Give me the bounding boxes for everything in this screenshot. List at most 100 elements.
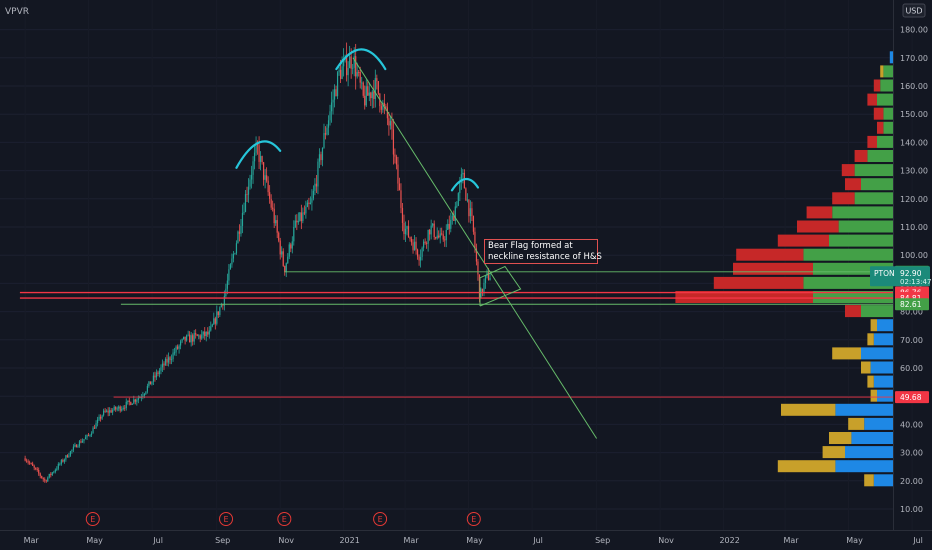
- volume-profile-bar: [845, 446, 893, 459]
- x-tick-label: Mar: [404, 536, 420, 545]
- volume-profile-bar: [845, 178, 861, 191]
- candle-body: [442, 234, 444, 240]
- volume-profile-bar: [854, 164, 893, 177]
- candle-body: [407, 226, 410, 238]
- candle-body: [146, 386, 148, 392]
- pattern-arc[interactable]: [335, 48, 387, 71]
- candle-body: [92, 427, 94, 434]
- volume-profile-bar: [803, 248, 893, 261]
- currency-badge[interactable]: USD: [902, 3, 926, 18]
- y-tick-label: 70.00: [900, 336, 923, 345]
- earnings-marker[interactable]: [277, 512, 292, 526]
- earnings-marker[interactable]: [373, 512, 388, 526]
- candle-body: [382, 102, 384, 110]
- candle-body: [39, 473, 41, 477]
- y-tick-label: 180.00: [900, 26, 928, 35]
- volume-profile-bar: [870, 361, 893, 374]
- candle-body: [66, 455, 68, 458]
- grid-layer: [0, 29, 893, 510]
- volume-profile-bar: [870, 389, 877, 402]
- candle-body: [359, 72, 361, 83]
- candle-body: [462, 172, 464, 175]
- volume-profile-bar: [813, 291, 893, 303]
- y-tick-label: 10.00: [900, 505, 923, 514]
- candle-body: [155, 372, 158, 378]
- candle-body: [436, 235, 438, 239]
- price-labels-layer: 94.12PTON92.9002:13:4786.7684.8182.6149.…: [870, 265, 931, 404]
- current-price-label: 92.90: [900, 269, 922, 278]
- candle-body: [169, 357, 171, 361]
- candle-body: [463, 172, 465, 189]
- candle-body: [45, 480, 47, 482]
- candle-body: [143, 393, 145, 396]
- earnings-marker-label: E: [378, 515, 383, 524]
- candle-body: [195, 333, 197, 335]
- y-tick-label: 30.00: [900, 449, 923, 458]
- candle-body: [391, 120, 393, 130]
- x-tick-label: Sep: [215, 536, 230, 545]
- x-tick-label: May: [86, 536, 103, 545]
- volume-profile-bar: [713, 276, 804, 289]
- volume-profile-bar: [861, 347, 893, 360]
- candle-body: [314, 183, 316, 191]
- candle-body: [412, 242, 414, 251]
- candle-body: [376, 78, 378, 82]
- volume-profile-bar: [835, 403, 893, 416]
- candle-body: [392, 129, 395, 155]
- earnings-marker[interactable]: [219, 512, 234, 526]
- volume-profile-bar: [873, 333, 893, 346]
- earnings-marker[interactable]: [85, 512, 100, 526]
- candle-body: [26, 460, 28, 462]
- candle-body: [397, 164, 399, 184]
- candle-body: [51, 472, 53, 475]
- candle-body: [167, 357, 170, 363]
- candle-body: [190, 335, 192, 343]
- candle-body: [441, 233, 443, 235]
- volume-profile-bar: [873, 107, 884, 120]
- candle-body: [130, 402, 132, 405]
- candle-body: [291, 241, 293, 249]
- candle-body: [386, 107, 388, 119]
- candle-body: [57, 463, 59, 469]
- candle-body: [178, 345, 180, 349]
- bear-flag-annotation[interactable]: Bear Flag formed at neckline resistance …: [484, 239, 602, 264]
- candle-body: [474, 231, 476, 249]
- volume-profile-bar: [877, 319, 893, 332]
- candle-body: [339, 69, 342, 79]
- candle-body: [192, 335, 194, 342]
- candle-body: [149, 381, 152, 385]
- candle-body: [216, 311, 218, 324]
- pattern-arc[interactable]: [450, 177, 480, 192]
- volume-profile-bar: [880, 79, 893, 92]
- candle-body: [131, 403, 133, 405]
- candle-body: [329, 111, 331, 121]
- y-tick-label: 120.00: [900, 195, 928, 204]
- candle-body: [217, 311, 219, 315]
- candle-body: [438, 235, 440, 238]
- candle-body: [157, 372, 159, 375]
- volume-profile-bar: [873, 79, 881, 92]
- y-tick-label: 150.00: [900, 110, 928, 119]
- candle-body: [426, 243, 428, 244]
- bear-flag-shape[interactable]: [479, 265, 522, 307]
- candle-body: [312, 190, 315, 199]
- candle-body: [104, 410, 106, 412]
- candle-body: [136, 400, 138, 402]
- candle-body: [332, 99, 334, 103]
- volume-profile-bar: [845, 305, 861, 318]
- candle-body: [388, 118, 390, 126]
- pattern-arc[interactable]: [235, 140, 282, 169]
- candle-body: [418, 256, 420, 261]
- candle-body: [284, 265, 286, 273]
- candle-body: [164, 359, 167, 366]
- candle-body: [306, 202, 308, 207]
- trend-line[interactable]: [352, 57, 598, 439]
- candle-body: [101, 415, 103, 419]
- candle-body: [107, 410, 109, 413]
- candle-body: [333, 89, 336, 100]
- candle-body: [110, 410, 112, 413]
- volume-profile-bar: [848, 417, 865, 430]
- earnings-marker[interactable]: [466, 512, 481, 526]
- candle-body: [36, 468, 38, 471]
